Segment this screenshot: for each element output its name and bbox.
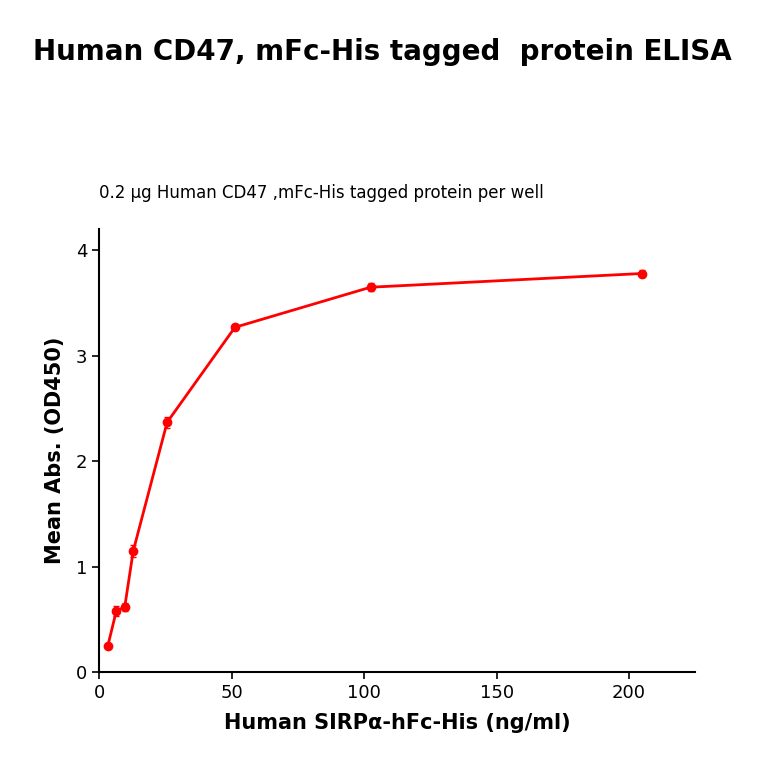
X-axis label: Human SIRPα-hFc-His (ng/ml): Human SIRPα-hFc-His (ng/ml)	[224, 714, 571, 733]
Y-axis label: Mean Abs. (OD450): Mean Abs. (OD450)	[45, 337, 65, 565]
Text: 0.2 μg Human CD47 ,mFc-His tagged protein per well: 0.2 μg Human CD47 ,mFc-His tagged protei…	[99, 184, 544, 202]
Text: Human CD47, mFc-His tagged  protein ELISA: Human CD47, mFc-His tagged protein ELISA	[33, 38, 731, 66]
